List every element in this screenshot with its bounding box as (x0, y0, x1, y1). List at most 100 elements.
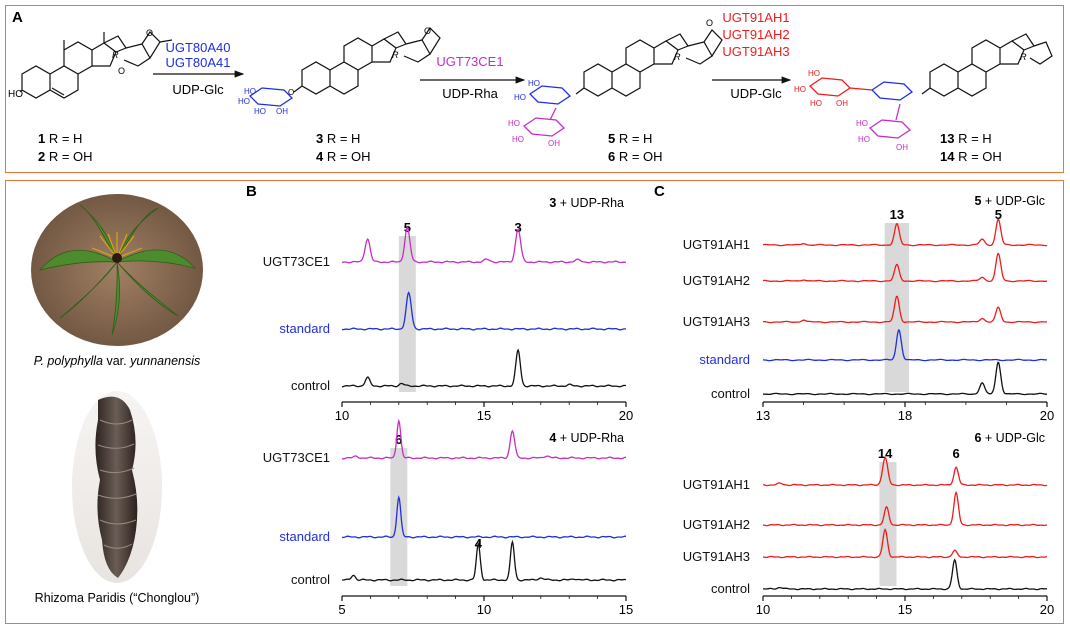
rhizome-caption: Rhizoma Paridis (“Chonglou”) (35, 591, 200, 605)
glucose-sugar (528, 85, 572, 105)
trace-label: UGT91AH1 (683, 477, 750, 492)
glucose-sugar (248, 87, 294, 107)
enzyme-label: UGT91AH2 (722, 27, 789, 42)
trace-line (762, 218, 1048, 247)
x-tick-label: 18 (898, 408, 912, 423)
donor-label: UDP-Glc (172, 82, 224, 97)
oh-label: OH (276, 107, 288, 116)
peak-label: 14 (878, 446, 893, 461)
chart-C-top: C 5 + UDP-Glc 13 5 UGT91AH1 UGT91AH2 UGT91AH3 s… (654, 183, 1054, 423)
aglycone-structure (21, 31, 173, 99)
trisaccharide-structure (921, 33, 1053, 97)
r-label: R (674, 52, 681, 62)
trace-label: control (291, 378, 330, 393)
panel-a-letter: A (12, 9, 23, 26)
compound-label-1: 1 R = H (38, 131, 82, 146)
compound-label-5: 5 R = H (608, 131, 652, 146)
trace-line (342, 539, 627, 582)
highlight-band (879, 462, 897, 586)
plant-photo (31, 194, 203, 346)
peak-label: 6 (953, 446, 960, 461)
ho-label: HO (244, 87, 256, 96)
r-label: R (1020, 52, 1027, 62)
chart-title: 6 + UDP-Glc (974, 431, 1045, 445)
trace-label: control (711, 581, 750, 596)
chart-title: 4 + UDP-Rha (549, 431, 624, 445)
donor-label: UDP-Glc (730, 86, 782, 101)
glucose-sugar (870, 81, 914, 101)
x-tick-label: 13 (756, 408, 770, 423)
trace-line (763, 558, 1048, 591)
trace-label: UGT91AH2 (683, 273, 750, 288)
compound-label-2: 2 R = OH (38, 149, 93, 164)
ho-label: HO (514, 93, 526, 102)
rhizome-photo (72, 391, 162, 583)
x-tick-label: 10 (756, 602, 770, 617)
panel-letter: B (246, 183, 257, 200)
trace-line (763, 361, 1047, 396)
trace-label: UGT91AH1 (683, 237, 750, 252)
trace-line (341, 225, 627, 264)
trace-label: control (711, 386, 750, 401)
trace-label: UGT91AH2 (683, 517, 750, 532)
trace-label: standard (699, 352, 750, 367)
ho-label: HO (808, 69, 820, 78)
trace-label: UGT91AH3 (683, 549, 750, 564)
trace-line (342, 291, 627, 331)
o-label: O (424, 26, 431, 36)
x-tick-label: 10 (477, 602, 491, 617)
o-label: O (146, 28, 153, 38)
plant-caption: P. polyphylla var. yunnanensis (34, 354, 201, 368)
rhamnose-sugar (522, 107, 566, 137)
ho-label: HO (512, 135, 524, 144)
oh-label: OH (836, 99, 848, 108)
ho-label: HO (810, 99, 822, 108)
trace-line (763, 295, 1048, 324)
panel-a (5, 5, 1064, 173)
trace-line (341, 348, 627, 388)
o-label: O (288, 88, 294, 97)
x-tick-label: 5 (338, 602, 345, 617)
rhamnose-sugar (868, 103, 912, 139)
rhamnoside-structure (575, 29, 723, 97)
trace-line (762, 252, 1048, 283)
glucoside-structure (293, 27, 441, 95)
compound-label-13: 13 R = H (940, 131, 992, 146)
highlight-band (884, 223, 910, 392)
enzyme-label: UGT73CE1 (436, 54, 503, 69)
peak-label: 5 (995, 207, 1002, 222)
x-tick-label: 20 (619, 408, 633, 423)
trace-line (341, 418, 626, 460)
compound-label-6: 6 R = OH (608, 149, 663, 164)
ho-label: HO (238, 97, 250, 106)
trace-line (762, 456, 1048, 487)
peak-label: 13 (890, 207, 904, 222)
x-tick-label: 15 (898, 602, 912, 617)
x-tick-label: 10 (335, 408, 349, 423)
x-tick-label: 15 (619, 602, 633, 617)
compound-label-3: 3 R = H (316, 131, 360, 146)
trace-label: UGT73CE1 (263, 450, 330, 465)
trace-label: UGT91AH3 (683, 314, 750, 329)
compound-label-14: 14 R = OH (940, 149, 1002, 164)
x-tick-label: 20 (1040, 602, 1054, 617)
ho-label: HO (528, 79, 540, 88)
x-tick-label: 15 (477, 408, 491, 423)
enzyme-label: UGT91AH3 (722, 44, 789, 59)
chart-C-bottom: 6 + UDP-Glc 14 6 UGT91AH1 UGT91AH2 UGT91AH3 co… (683, 431, 1054, 617)
trace-label: control (291, 572, 330, 587)
r-label: R (392, 50, 399, 60)
panel-letter: C (654, 183, 665, 200)
trace-line (763, 528, 1048, 559)
peak-label: 6 (395, 432, 402, 447)
oh-label: OH (548, 139, 560, 148)
trace-line (341, 495, 626, 539)
peak-label: 3 (514, 220, 521, 235)
trace-label: UGT73CE1 (263, 254, 330, 269)
ho-label: HO (254, 107, 266, 116)
compound-label-4: 4 R = OH (316, 149, 371, 164)
trace-line (763, 329, 1047, 362)
enzyme-label: UGT80A41 (165, 55, 230, 70)
